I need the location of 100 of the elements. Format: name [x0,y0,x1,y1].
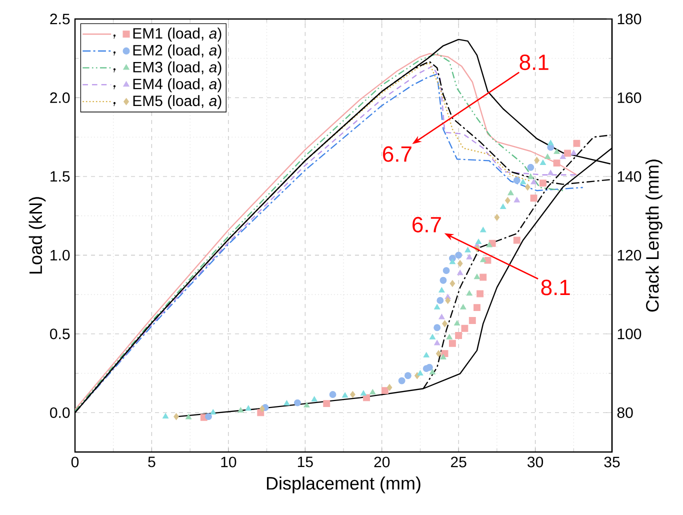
point [454,320,460,326]
point [466,254,472,260]
y2-tick-label: 140 [618,171,642,182]
point [513,176,520,184]
point [457,270,464,276]
point [553,160,560,167]
point [480,256,486,262]
point [210,409,216,415]
annotation: 6.7 [412,216,441,232]
point [468,317,476,324]
point [475,238,482,244]
point [429,369,436,374]
point [363,394,370,402]
point [381,387,388,394]
point [570,150,577,156]
point [457,260,463,267]
point [513,236,520,244]
point [438,287,445,292]
point [442,320,448,328]
point [539,180,546,187]
x-tick-label: 20 [374,456,390,468]
y2-axis-title: Crack Length (mm) [646,160,662,312]
y2-tick-label: 160 [618,92,642,104]
point [530,178,537,184]
annotation: 6.7 [383,146,412,162]
point [524,184,530,191]
y2-tick-label: 80 [617,407,633,418]
point [417,370,424,376]
point [342,392,348,398]
y2-tick-label: 120 [618,250,642,260]
point [455,252,462,259]
point [486,242,492,248]
legend-label: EM2 (load, a) [133,44,222,58]
point [440,276,447,284]
point [238,407,244,413]
point [505,196,510,204]
x-tick-label: 0 [71,456,79,468]
point [476,290,484,298]
y-axis-title: Load (kN) [28,197,46,274]
x-axis-title: Displacement (mm) [266,476,420,494]
point [540,160,546,165]
point [205,413,212,420]
y-tick-label: 2.0 [50,92,70,104]
point [174,413,179,420]
point [480,274,487,281]
point [360,390,366,396]
point [423,352,430,358]
point [434,304,440,310]
point [564,150,571,157]
x-tick-label: 25 [450,456,466,468]
legend-label: EM1 (load, a) [133,28,222,42]
point [449,258,456,264]
point [329,391,336,398]
point [548,170,554,176]
point [520,178,526,184]
point [323,400,330,408]
legend-label: EM4 (load, a) [133,78,222,92]
point [484,256,492,264]
point [500,204,506,210]
legend-label: EM5 (load, a) [133,95,222,110]
point [445,296,450,304]
point [426,364,433,371]
point [436,296,444,304]
point [440,354,446,360]
point [370,389,376,394]
point [461,324,468,332]
point [560,154,566,160]
point [438,314,445,320]
legend-label: EM3 (load, a) [133,61,222,76]
point [434,324,441,332]
point [460,304,466,310]
point [548,140,554,146]
point [294,399,301,406]
point [466,290,472,296]
point [554,148,560,154]
point [530,194,538,202]
point [573,140,580,147]
point [508,190,514,196]
point [260,405,265,412]
point [450,280,456,287]
y-tick-label: 0.5 [50,328,70,340]
y-tick-label: 1.0 [50,250,70,260]
point [434,340,440,346]
point [436,350,442,358]
point [245,405,252,411]
x-tick-label: 15 [298,456,313,468]
y-tick-label: 0.0 [50,407,70,418]
point [534,156,540,164]
x-tick-label: 10 [221,456,236,468]
point [185,414,192,420]
point [448,340,456,347]
annotation: 8.1 [541,280,570,296]
point [474,304,480,312]
y-tick-label: 1.5 [50,171,70,182]
point [350,391,356,398]
point [386,384,392,391]
point [455,332,462,339]
point [398,377,406,384]
point [474,274,480,280]
point [404,372,412,380]
